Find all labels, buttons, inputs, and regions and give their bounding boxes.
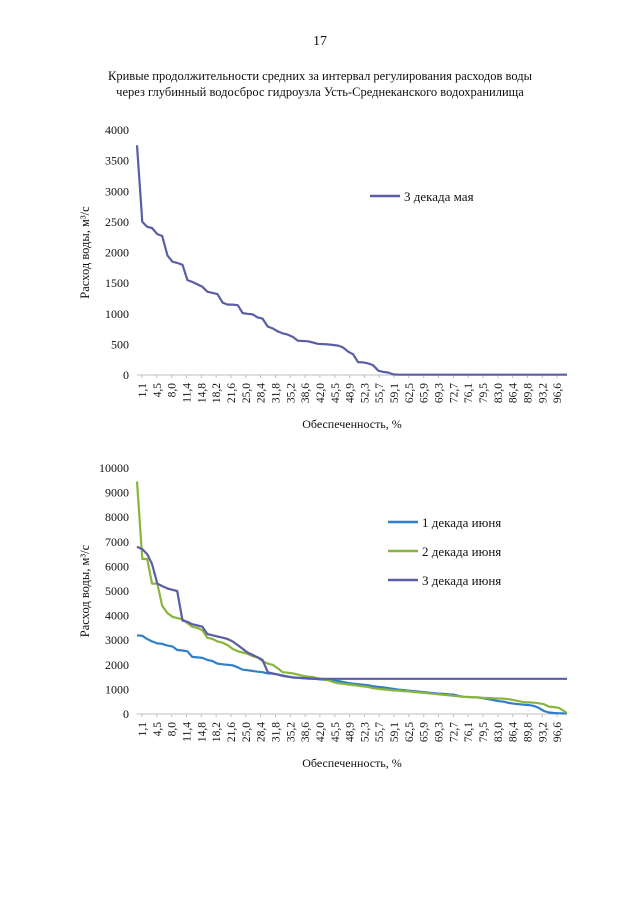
y-tick-label: 1000 — [105, 682, 129, 696]
x-tick-label: 65,9 — [419, 722, 431, 742]
y-tick-label: 0 — [123, 707, 129, 721]
x-tick-label: 8,0 — [167, 722, 179, 737]
x-tick-label: 45,5 — [330, 722, 342, 742]
x-tick-label: 14,8 — [196, 722, 208, 742]
x-tick-label: 45,5 — [330, 383, 342, 403]
x-tick-label: 38,6 — [300, 383, 312, 403]
x-tick-label: 31,8 — [270, 383, 282, 403]
x-tick-label: 55,7 — [374, 383, 386, 403]
series-line-2-декада-июня — [135, 481, 568, 714]
chart-june-decades: 0 1000 2000 3000 4000 5000 6000 7000 8000 9000 100… — [78, 461, 568, 770]
legend-label: 3 декада июня — [422, 573, 501, 588]
x-tick-label: 42,0 — [315, 383, 327, 403]
x-tick-label: 62,5 — [404, 383, 416, 403]
y-tick-label: 10000 — [99, 461, 129, 475]
x-tick-label: 25,0 — [241, 722, 253, 742]
x-tick-label: 35,2 — [285, 383, 297, 403]
x-tick-label: 48,9 — [345, 722, 357, 742]
x-tick-label: 11,4 — [181, 722, 193, 742]
x-tick-label: 59,1 — [389, 722, 401, 742]
x-tick-label: 21,6 — [226, 383, 238, 403]
x-tick-label: 31,8 — [270, 722, 282, 742]
legend-label: 2 декада июня — [422, 544, 501, 559]
y-tick-label: 3000 — [105, 184, 129, 198]
x-tick-label: 52,3 — [359, 383, 371, 403]
y-tick-label: 9000 — [105, 486, 129, 500]
x-tick-label: 42,0 — [315, 722, 327, 742]
x-axis-title: Обеспеченность, % — [302, 417, 402, 431]
y-tick-label: 2500 — [105, 215, 129, 229]
x-tick-label: 18,2 — [211, 383, 223, 403]
x-tick-label: 59,1 — [389, 383, 401, 403]
x-tick-label: 4,5 — [152, 383, 164, 398]
x-tick-label: 1,1 — [137, 722, 149, 737]
series-line-1-декада-июня — [136, 634, 568, 715]
x-tick-label: 35,2 — [285, 722, 297, 742]
x-tick-label: 65,9 — [419, 383, 431, 403]
x-tick-label: 89,8 — [523, 383, 535, 403]
y-tick-label: 5000 — [105, 584, 129, 598]
y-tick-label: 1500 — [105, 276, 129, 290]
x-tick-label: 1,1 — [137, 383, 149, 398]
x-tick-label: 89,8 — [523, 722, 535, 742]
x-tick-label: 79,5 — [478, 722, 490, 742]
x-tick-label: 4,5 — [152, 722, 164, 737]
y-axis-title: Расход воды, м³/с — [78, 544, 92, 637]
x-tick-label: 25,0 — [241, 383, 253, 403]
legend-label: 3 декада мая — [404, 189, 474, 204]
x-tick-label: 79,5 — [478, 383, 490, 403]
x-tick-label: 72,7 — [448, 383, 460, 403]
page-number: 17 — [313, 34, 327, 49]
y-tick-label: 3500 — [105, 154, 129, 168]
y-tick-label: 6000 — [105, 559, 129, 573]
x-tick-label: 86,4 — [508, 722, 520, 742]
series-line-3-декада-мая — [135, 145, 567, 376]
document-title-line-2: через глубинный водосброс гидроузла Усть… — [116, 85, 524, 99]
y-tick-label: 0 — [123, 368, 129, 382]
x-tick-label: 18,2 — [211, 722, 223, 742]
y-tick-label: 1000 — [105, 307, 129, 321]
x-tick-label: 76,1 — [463, 383, 475, 403]
x-tick-label: 28,4 — [256, 383, 268, 403]
x-tick-label: 72,7 — [448, 722, 460, 742]
y-tick-label: 2000 — [105, 246, 129, 260]
y-tick-label: 7000 — [105, 535, 129, 549]
x-tick-label: 52,3 — [359, 722, 371, 742]
x-tick-label: 93,2 — [537, 383, 549, 403]
y-tick-label: 8000 — [105, 510, 129, 524]
x-tick-label: 62,5 — [404, 722, 416, 742]
x-tick-label: 21,6 — [226, 722, 238, 742]
document-title-line-1: Кривые продолжительности средних за инте… — [108, 69, 532, 83]
chart-may-decade-3: 0 500 1000 1500 2000 2500 3000 3500 4000 1,1 4,5 8,… — [78, 123, 567, 431]
x-axis-title: Обеспеченность, % — [302, 756, 402, 770]
x-tick-label: 69,3 — [434, 383, 446, 403]
legend-label: 1 декада июня — [422, 515, 501, 530]
x-tick-label: 14,8 — [196, 383, 208, 403]
x-tick-label: 69,3 — [434, 722, 446, 742]
x-tick-label: 76,1 — [463, 722, 475, 742]
x-tick-label: 96,6 — [552, 722, 564, 742]
series-line-3-декада-июня — [136, 545, 567, 680]
y-axis-title: Расход воды, м³/с — [78, 206, 92, 299]
x-tick-label: 96,6 — [552, 383, 564, 403]
x-tick-label: 11,4 — [181, 383, 193, 403]
x-tick-label: 38,6 — [300, 722, 312, 742]
y-tick-label: 500 — [111, 337, 129, 351]
y-tick-label: 3000 — [105, 633, 129, 647]
y-tick-label: 4000 — [105, 609, 129, 623]
x-tick-label: 83,0 — [493, 383, 505, 403]
y-tick-label: 2000 — [105, 658, 129, 672]
document-title: Кривые продолжительности средних за инте… — [60, 68, 580, 100]
y-tick-label: 4000 — [105, 123, 129, 137]
x-tick-label: 48,9 — [345, 383, 357, 403]
x-tick-label: 93,2 — [537, 722, 549, 742]
x-tick-label: 55,7 — [374, 722, 386, 742]
x-tick-label: 83,0 — [493, 722, 505, 742]
x-tick-label: 86,4 — [508, 383, 520, 403]
x-tick-label: 28,4 — [256, 722, 268, 742]
x-tick-label: 8,0 — [167, 383, 179, 398]
